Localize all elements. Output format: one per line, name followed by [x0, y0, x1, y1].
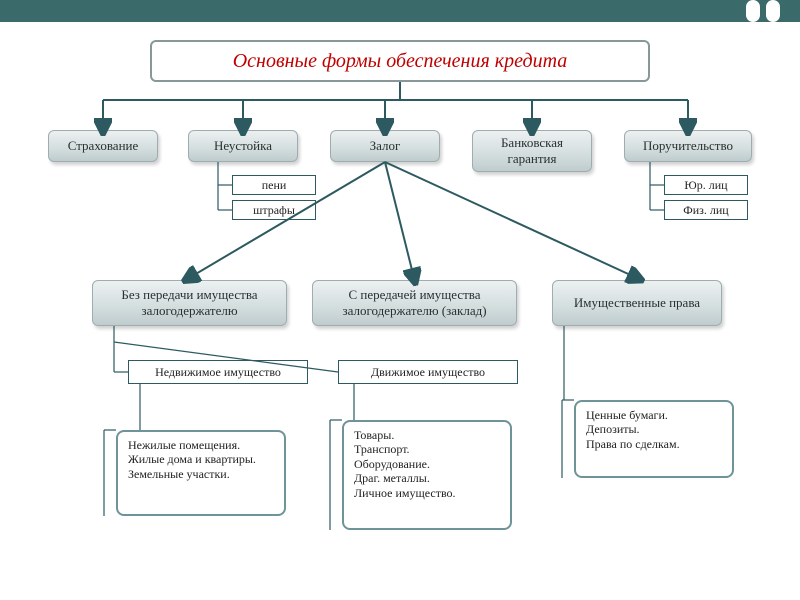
sub-immovable: Недвижимое имущество [128, 360, 308, 384]
pledge-cat-with-transfer: С передачей имущества залогодержателю (з… [312, 280, 517, 326]
surety-sub-legal: Юр. лиц [664, 175, 748, 195]
label: Юр. лиц [684, 178, 727, 192]
branch-bank-guarantee: Банковская гарантия [472, 130, 592, 172]
branch-penalty: Неустойка [188, 130, 298, 162]
label: Недвижимое имущество [155, 365, 281, 379]
pledge-cat-prop-rights: Имущественные права [552, 280, 722, 326]
branch-surety: Поручительство [624, 130, 752, 162]
penalty-sub-forfeit: штрафы [232, 200, 316, 220]
label: Без передачи имущества залогодержателю [99, 287, 280, 318]
slide-top-bar [0, 0, 800, 22]
pledge-cat-no-transfer: Без передачи имущества залогодержателю [92, 280, 287, 326]
card-movable-details: Товары. Транспорт. Оборудование. Драг. м… [342, 420, 512, 530]
surety-sub-natural: Физ. лиц [664, 200, 748, 220]
sub-movable: Движимое имущество [338, 360, 518, 384]
branch-insurance: Страхование [48, 130, 158, 162]
text: Ценные бумаги. Депозиты. Права по сделка… [586, 408, 680, 451]
card-immovable-details: Нежилые помещения. Жилые дома и квартиры… [116, 430, 286, 516]
card-rights-details: Ценные бумаги. Депозиты. Права по сделка… [574, 400, 734, 478]
label: Физ. лиц [683, 203, 728, 217]
text: Нежилые помещения. Жилые дома и квартиры… [128, 438, 256, 481]
penalty-sub-fine: пени [232, 175, 316, 195]
label: С передачей имущества залогодержателю (з… [319, 287, 510, 318]
title-text: Основные формы обеспечения кредита [233, 49, 568, 73]
label: пени [262, 178, 287, 192]
label: Движимое имущество [371, 365, 485, 379]
label: Поручительство [643, 138, 733, 154]
title-box: Основные формы обеспечения кредита [150, 40, 650, 82]
label: штрафы [253, 203, 295, 217]
label: Банковская гарантия [479, 135, 585, 166]
label: Страхование [68, 138, 139, 154]
branch-pledge: Залог [330, 130, 440, 162]
text: Товары. Транспорт. Оборудование. Драг. м… [354, 428, 456, 500]
label: Имущественные права [574, 295, 700, 311]
label: Залог [370, 138, 401, 154]
label: Неустойка [214, 138, 272, 154]
